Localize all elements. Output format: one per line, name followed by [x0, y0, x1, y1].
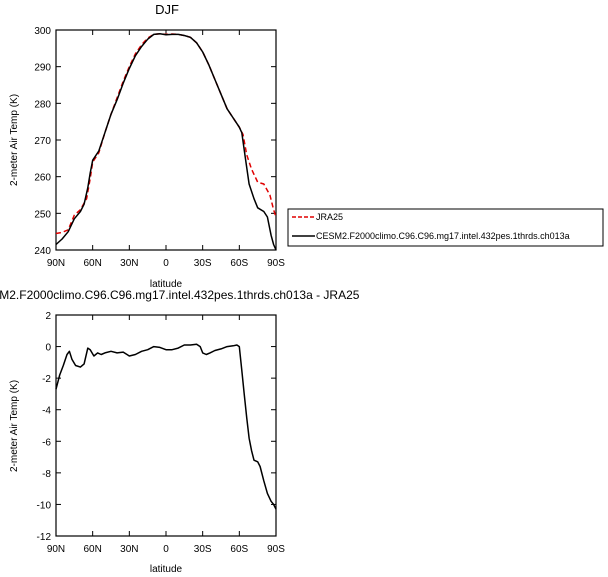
bottom-chart-y-tick-label: -2 — [42, 374, 51, 385]
top-chart-y-axis-label: 2-meter Air Temp (K) — [9, 94, 20, 186]
bottom-chart-y-tick-label: 0 — [45, 343, 51, 354]
top-chart-y-tick-label: 250 — [34, 209, 51, 220]
bottom-chart-x-tick-label: 30N — [120, 544, 138, 555]
top-chart-x-tick-label: 30S — [194, 258, 212, 269]
top-chart-x-tick-label: 60N — [83, 258, 101, 269]
top-chart-x-tick-label: 60S — [230, 258, 248, 269]
top-chart-y-axis: 240 250 260 270 280 290 300 — [34, 26, 276, 257]
top-chart-y-tick-label: 270 — [34, 136, 51, 147]
bottom-chart-y-axis: -12 -10 -8 -6 -4 -2 0 2 — [37, 311, 276, 543]
bottom-chart-x-tick-label: 60N — [83, 544, 101, 555]
top-chart-y-tick-label: 300 — [34, 26, 51, 37]
bottom-chart-x-tick-label: 60S — [230, 544, 248, 555]
bottom-chart-y-tick-label: -10 — [37, 500, 52, 511]
bottom-chart-y-tick-label: 2 — [45, 311, 51, 322]
top-chart-x-axis: 90N 60N 30N 0 30S 60S 90S — [47, 30, 285, 269]
bottom-chart-title: CESM2.F2000climo.C96.C96.mg17.intel.432p… — [0, 288, 360, 302]
legend-label-cesm2: CESM2.F2000climo.C96.C96.mg17.intel.432p… — [316, 231, 570, 241]
bottom-chart-y-tick-label: -12 — [37, 532, 52, 543]
top-chart-x-tick-label: 30N — [120, 258, 138, 269]
top-chart-x-tick-label: 90S — [267, 258, 285, 269]
top-chart-panel: DJF 240 250 260 270 280 290 300 90N 60N 30N 0 30S 6… — [9, 2, 285, 290]
bottom-chart-y-tick-label: -4 — [42, 406, 51, 417]
bottom-chart-x-axis: 90N 60N 30N 0 30S 60S 90S — [47, 315, 285, 555]
top-chart-series-line-1 — [55, 32, 277, 251]
top-chart-x-tick-label: 90N — [47, 258, 65, 269]
top-chart-y-tick-label: 260 — [34, 173, 51, 184]
bottom-chart-y-axis-label: 2-meter Air Temp (K) — [9, 380, 20, 472]
legend-label-jra25: JRA25 — [316, 212, 343, 222]
top-chart-series-group — [55, 32, 277, 251]
bottom-chart-x-axis-label: latitude — [150, 564, 183, 575]
top-chart-x-axis-label: latitude — [150, 279, 183, 290]
bottom-chart-panel: CESM2.F2000climo.C96.C96.mg17.intel.432p… — [0, 288, 360, 575]
top-chart-series-line-0 — [55, 32, 277, 235]
top-chart-y-tick-label: 240 — [34, 246, 51, 257]
top-chart-y-tick-label: 290 — [34, 63, 51, 74]
legend-frame — [287, 208, 604, 247]
bottom-chart-x-tick-label: 0 — [163, 544, 169, 555]
bottom-chart-x-tick-label: 30S — [194, 544, 212, 555]
bottom-chart-y-tick-label: -6 — [42, 437, 51, 448]
bottom-chart-y-tick-label: -8 — [42, 469, 51, 480]
top-chart-title: DJF — [155, 2, 179, 17]
bottom-chart-series-group — [55, 343, 277, 510]
top-chart-x-tick-label: 0 — [163, 258, 169, 269]
bottom-chart-series-line-0 — [55, 343, 277, 510]
bottom-chart-x-tick-label: 90N — [47, 544, 65, 555]
top-chart-y-tick-label: 280 — [34, 99, 51, 110]
legend: JRA25 CESM2.F2000climo.C96.C96.mg17.inte… — [287, 208, 604, 247]
bottom-chart-x-tick-label: 90S — [267, 544, 285, 555]
